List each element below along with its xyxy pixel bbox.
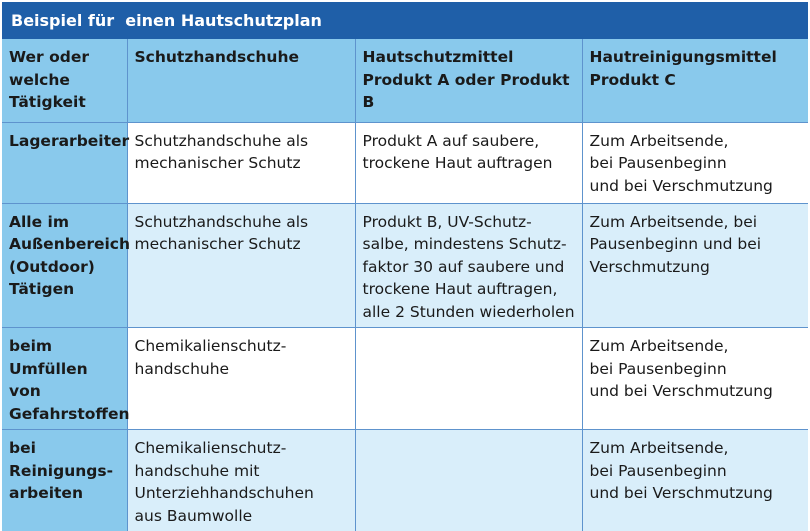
header-who: Wer oder welche Tätigkeit [2,39,127,122]
row-gloves: Chemikalienschutz- handschuhe [127,328,355,430]
plan-title: Beispiel für einen Hautschutzplan [2,2,808,39]
row-protection: Produkt B, UV-Schutz- salbe, mindestens … [355,203,582,328]
row-gloves: Schutzhandschuhe als mechanischer Schutz [127,203,355,328]
row-cleaning: Zum Arbeitsende, bei Pausenbeginn und be… [582,430,808,531]
row-protection [355,430,582,531]
table-header-row: Wer oder welche Tätigkeit Schutzhandschu… [2,39,808,122]
row-who: Alle im Außenbereich (Outdoor) Tätigen [2,203,127,328]
table-row: bei Reinigungs- arbeiten Chemikalienschu… [2,430,808,531]
skin-protection-table: Wer oder welche Tätigkeit Schutzhandschu… [2,39,808,531]
row-gloves: Schutzhandschuhe als mechanischer Schutz [127,122,355,203]
row-gloves: Chemikalienschutz- handschuhe mit Unterz… [127,430,355,531]
row-cleaning: Zum Arbeitsende, bei Pausenbeginn und be… [582,328,808,430]
table-row: beim Umfüllen von Gefahrstoffen Chemikal… [2,328,808,430]
table-row: Lagerarbeiter Schutzhandschuhe als mecha… [2,122,808,203]
header-cleaning-product: Hautreinigungsmittel Produkt C [582,39,808,122]
row-who: bei Reinigungs- arbeiten [2,430,127,531]
row-protection: Produkt A auf saubere, trockene Haut auf… [355,122,582,203]
table-row: Alle im Außenbereich (Outdoor) Tätigen S… [2,203,808,328]
skin-protection-plan-box: Beispiel für einen Hautschutzplan Wer od… [2,2,808,507]
row-cleaning: Zum Arbeitsende, bei Pausenbeginn und be… [582,122,808,203]
row-protection [355,328,582,430]
row-who: Lagerarbeiter [2,122,127,203]
row-cleaning: Zum Arbeitsende, bei Pausenbeginn und be… [582,203,808,328]
row-who: beim Umfüllen von Gefahrstoffen [2,328,127,430]
header-gloves: Schutzhandschuhe [127,39,355,122]
header-protection-product: Hautschutzmittel Produkt A oder Produkt … [355,39,582,122]
